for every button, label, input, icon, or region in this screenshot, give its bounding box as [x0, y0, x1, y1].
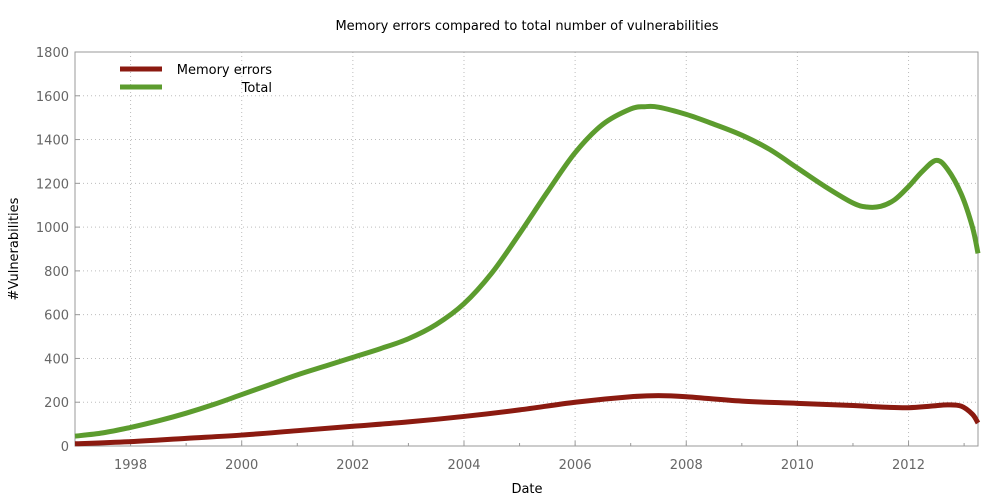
x-axis-label: Date: [511, 482, 542, 497]
y-tick-label: 1600: [36, 90, 69, 105]
y-tick-label: 1000: [36, 221, 69, 236]
x-tick-label: 2012: [892, 458, 925, 473]
x-tick-label: 2008: [670, 458, 703, 473]
y-tick-label: 600: [44, 309, 69, 324]
y-tick-label: 1800: [36, 46, 69, 61]
x-tick-label: 2004: [447, 458, 480, 473]
series-line-memory-errors: [74, 393, 981, 447]
y-tick-label: 1200: [36, 177, 69, 192]
y-tick-label: 400: [44, 352, 69, 367]
y-axis-label: #Vulnerabilities: [7, 197, 22, 300]
axis-ticks: 0 200 400 600 800 1000 1200 1400 1600 1800 1998 200…: [36, 46, 965, 473]
legend-label-memory-errors: Memory errors: [177, 63, 272, 78]
x-tick-label: 1998: [114, 458, 147, 473]
y-tick-label: 0: [61, 440, 69, 455]
plot-frame: [74, 51, 979, 447]
grid-lines: [75, 52, 978, 446]
x-tick-label: 2002: [336, 458, 369, 473]
y-tick-label: 1400: [36, 134, 69, 149]
y-tick-label: 200: [44, 396, 69, 411]
x-tick-label: 2000: [225, 458, 258, 473]
x-tick-label: 2006: [559, 458, 592, 473]
chart-title: Memory errors compared to total number o…: [335, 19, 718, 34]
legend-label-total: Total: [241, 81, 272, 96]
x-tick-label: 2010: [781, 458, 814, 473]
series-lines: [74, 103, 981, 447]
y-tick-label: 800: [44, 265, 69, 280]
series-line-total: [74, 103, 981, 439]
legend: Memory errors Total: [120, 63, 272, 96]
